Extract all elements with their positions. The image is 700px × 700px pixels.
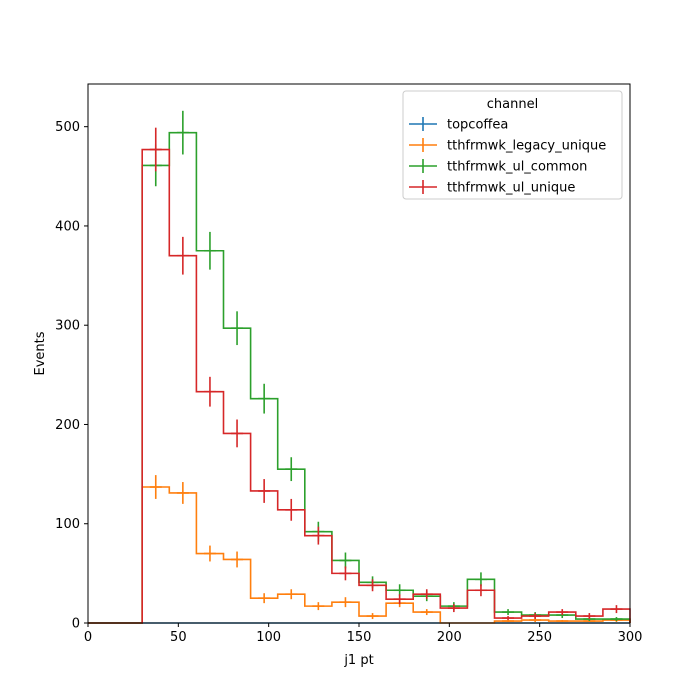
y-axis-label: Events (33, 331, 48, 375)
x-tick-label: 200 (437, 630, 462, 645)
y-tick-label: 0 (72, 617, 80, 632)
y-tick-label: 200 (55, 418, 80, 433)
legend-entry: tthfrmwk_ul_unique (409, 180, 575, 196)
legend-entries: topcoffea tthfrmwk_legacy_unique tthfrmwk_… (409, 117, 606, 196)
series-tthfrmwk_ul_unique (88, 127, 631, 624)
x-axis-label: j1 pt (343, 653, 373, 668)
series-layer (88, 110, 631, 624)
series-step-line (88, 486, 631, 624)
y-axis-ticks: 0 100 200 300 400 500 (55, 120, 88, 632)
legend: channel topcoffeatthfrmwk_legacy_uniquet… (402, 90, 623, 200)
x-tick-label: 250 (527, 630, 552, 645)
legend-label: tthfrmwk_ul_common (447, 160, 587, 175)
legend-entry: topcoffea (409, 117, 508, 133)
legend-label: tthfrmwk_legacy_unique (447, 139, 606, 154)
x-tick-label: 300 (618, 630, 643, 645)
x-tick-label: 100 (256, 630, 281, 645)
legend-title: channel (487, 97, 538, 112)
x-tick-label: 150 (347, 630, 372, 645)
y-tick-label: 300 (55, 319, 80, 334)
series-tthfrmwk_legacy_unique (88, 475, 631, 624)
legend-entry: tthfrmwk_legacy_unique (409, 138, 606, 154)
x-axis-ticks: 0 50 100 150 200 250 300 (84, 623, 643, 645)
x-tick-label: 0 (84, 630, 92, 645)
y-tick-label: 100 (55, 517, 80, 532)
series-step-line (88, 131, 631, 624)
y-tick-label: 400 (55, 219, 80, 234)
series-step-line (88, 148, 631, 624)
legend-label: topcoffea (447, 118, 508, 133)
y-tick-label: 500 (55, 120, 80, 135)
series-tthfrmwk_ul_common (88, 110, 631, 624)
x-tick-label: 50 (170, 630, 187, 645)
plot-area (88, 110, 631, 624)
legend-box (402, 90, 623, 200)
legend-label: tthfrmwk_ul_unique (447, 181, 575, 196)
legend-entry: tthfrmwk_ul_common (409, 159, 587, 175)
